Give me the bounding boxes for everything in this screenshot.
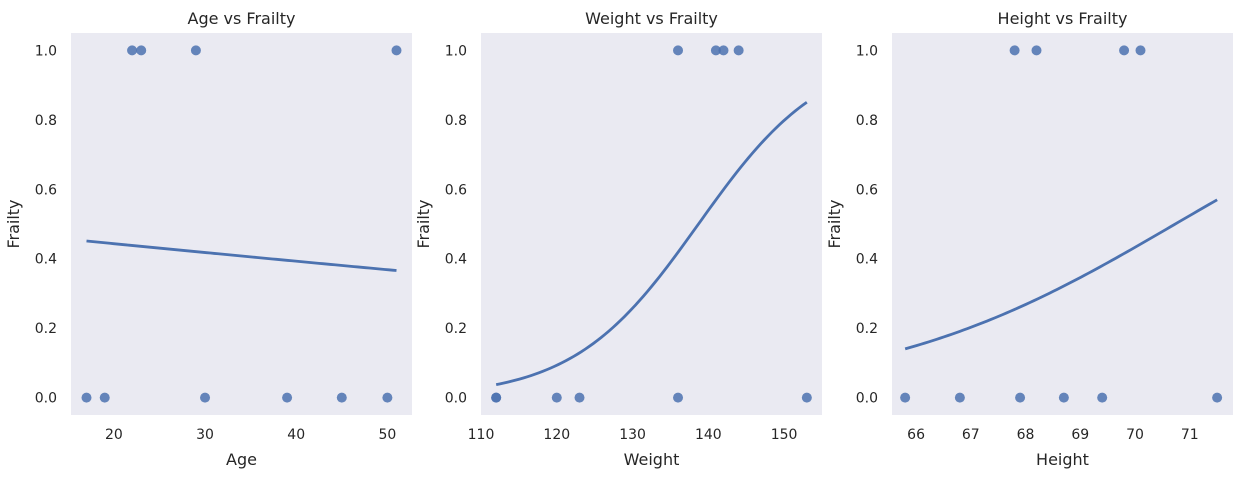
- x-tick-label: 30: [196, 427, 214, 443]
- fit-curve: [495, 101, 808, 387]
- fit-curve: [86, 239, 397, 272]
- x-tick-label: 110: [468, 427, 495, 443]
- plot-area: [481, 33, 822, 415]
- y-tick-label: 0.0: [35, 391, 57, 407]
- data-point: [99, 392, 110, 403]
- y-tick-label: 0.2: [445, 321, 467, 337]
- data-point: [1097, 392, 1108, 403]
- y-tick-label: 0.2: [35, 321, 57, 337]
- chart-panel-3: Height vs Frailty Height Frailty 66 67 68 69 70…: [825, 9, 1233, 469]
- chart-panel-2: Weight vs Frailty Weight Frailty 110 120 130 1…: [414, 9, 822, 469]
- y-tick-label: 1.0: [445, 43, 467, 59]
- y-tick-label: 1.0: [856, 43, 878, 59]
- data-point: [282, 392, 293, 403]
- y-tick-label: 0.8: [856, 113, 878, 129]
- x-tick-label: 20: [105, 427, 123, 443]
- y-tick-label: 0.6: [856, 182, 878, 198]
- x-tick-label: 40: [287, 427, 305, 443]
- x-tick-label: 71: [1181, 427, 1199, 443]
- plot-area: [71, 33, 412, 415]
- data-point: [1009, 45, 1020, 56]
- y-tick-label: 0.6: [445, 182, 467, 198]
- y-tick-label: 0.4: [445, 252, 467, 268]
- data-point: [1031, 45, 1042, 56]
- data-point: [1015, 392, 1026, 403]
- x-tick-label: 50: [378, 427, 396, 443]
- data-point: [733, 45, 744, 56]
- data-point: [190, 45, 201, 56]
- y-tick-label: 1.0: [35, 43, 57, 59]
- y-tick-label: 0.0: [856, 391, 878, 407]
- plot-area: [892, 33, 1233, 415]
- chart-title: Height vs Frailty: [998, 9, 1128, 28]
- y-tick-label: 0.4: [35, 252, 57, 268]
- data-point: [900, 392, 911, 403]
- data-point: [336, 392, 347, 403]
- y-tick-label: 0.4: [856, 252, 878, 268]
- chart-title: Weight vs Frailty: [585, 9, 718, 28]
- x-tick-label: 140: [695, 427, 722, 443]
- data-point: [81, 392, 92, 403]
- data-point: [200, 392, 211, 403]
- data-point: [801, 392, 812, 403]
- fit-curve: [904, 198, 1218, 351]
- x-tick-label: 68: [1017, 427, 1035, 443]
- x-tick-label: 70: [1126, 427, 1144, 443]
- data-point: [1212, 392, 1223, 403]
- data-point: [673, 45, 684, 56]
- data-point: [710, 45, 721, 56]
- x-tick-label: 67: [962, 427, 980, 443]
- x-axis-label: Age: [226, 450, 257, 469]
- y-tick-label: 0.6: [35, 182, 57, 198]
- x-axis-label: Height: [1036, 450, 1089, 469]
- x-tick-label: 150: [771, 427, 798, 443]
- data-point: [391, 45, 402, 56]
- y-tick-label: 0.2: [856, 321, 878, 337]
- data-point: [954, 392, 965, 403]
- y-tick-label: 0.8: [35, 113, 57, 129]
- data-point: [1135, 45, 1146, 56]
- chart-title: Age vs Frailty: [188, 9, 296, 28]
- data-point: [491, 392, 502, 403]
- y-tick-label: 0.8: [445, 113, 467, 129]
- x-tick-label: 66: [907, 427, 925, 443]
- y-axis-label: Frailty: [825, 199, 844, 248]
- y-axis-label: Frailty: [4, 199, 23, 248]
- data-point: [127, 45, 138, 56]
- x-tick-label: 120: [543, 427, 570, 443]
- x-axis-label: Weight: [624, 450, 680, 469]
- y-axis-label: Frailty: [414, 199, 433, 248]
- data-point: [551, 392, 562, 403]
- data-point: [574, 392, 585, 403]
- data-point: [673, 392, 684, 403]
- data-point: [1058, 392, 1069, 403]
- data-point: [718, 45, 729, 56]
- data-point: [382, 392, 393, 403]
- x-tick-label: 130: [619, 427, 646, 443]
- chart-panel-1: Age vs Frailty Age Frailty 20 30 40 50 0.0 0.2 0.…: [4, 9, 412, 469]
- data-point: [136, 45, 147, 56]
- y-tick-label: 0.0: [445, 391, 467, 407]
- x-tick-label: 69: [1071, 427, 1089, 443]
- data-point: [1119, 45, 1130, 56]
